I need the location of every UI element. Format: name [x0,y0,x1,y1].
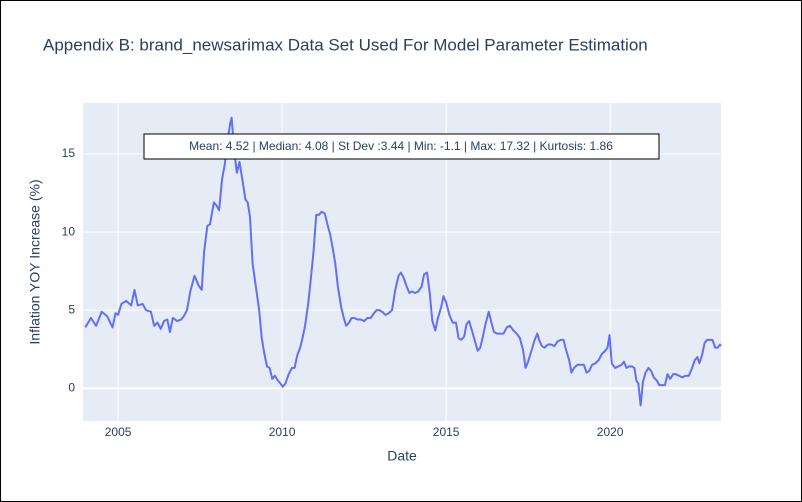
y-tick-label: 10 [62,224,76,238]
chart-title: Appendix B: brand_newsarimax Data Set Us… [43,35,648,54]
marks [84,116,722,407]
y-tick-label: 15 [62,146,76,160]
x-axis-label: Date [387,448,417,464]
x-tick-label: 2005 [105,425,132,439]
y-axis-label: Inflation YOY Increase (%) [27,179,43,344]
x-tick-label: 2020 [597,425,624,439]
annotation: Mean: 4.52 | Median: 4.08 | St Dev :3.44… [189,139,613,153]
y-tick-label: 5 [68,302,75,316]
x-tick-label: 2015 [433,425,460,439]
y-tick-label: 0 [68,380,75,394]
annotation-box [143,133,660,160]
line [84,116,722,407]
x-tick-label: 2010 [269,425,296,439]
